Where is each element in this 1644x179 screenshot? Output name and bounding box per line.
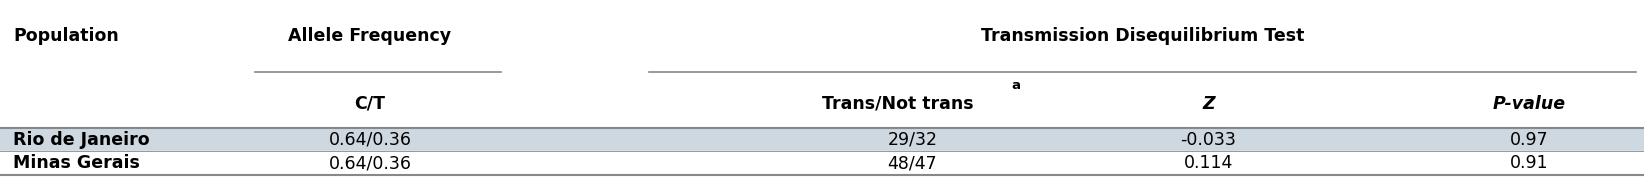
Bar: [0, 151, 1644, 175]
Text: C/T: C/T: [355, 95, 385, 113]
Text: Rio de Janeiro: Rio de Janeiro: [13, 131, 150, 149]
Text: P-value: P-value: [1493, 95, 1565, 113]
Text: 0.91: 0.91: [1509, 154, 1549, 172]
Text: 0.114: 0.114: [1184, 154, 1233, 172]
Text: 48/47: 48/47: [888, 154, 937, 172]
Text: Trans/Not trans: Trans/Not trans: [822, 95, 973, 113]
Text: 0.64/0.36: 0.64/0.36: [329, 131, 411, 149]
Text: Minas Gerais: Minas Gerais: [13, 154, 140, 172]
Bar: [0, 128, 1644, 151]
Text: -0.033: -0.033: [1180, 131, 1236, 149]
Text: 29/32: 29/32: [888, 131, 937, 149]
Text: Z: Z: [1202, 95, 1215, 113]
Text: Allele Frequency: Allele Frequency: [288, 27, 452, 45]
Text: Transmission Disequilibrium Test: Transmission Disequilibrium Test: [981, 27, 1304, 45]
Text: 0.97: 0.97: [1509, 131, 1549, 149]
Text: 0.64/0.36: 0.64/0.36: [329, 154, 411, 172]
Text: Population: Population: [13, 27, 118, 45]
Text: a: a: [1011, 79, 1019, 92]
